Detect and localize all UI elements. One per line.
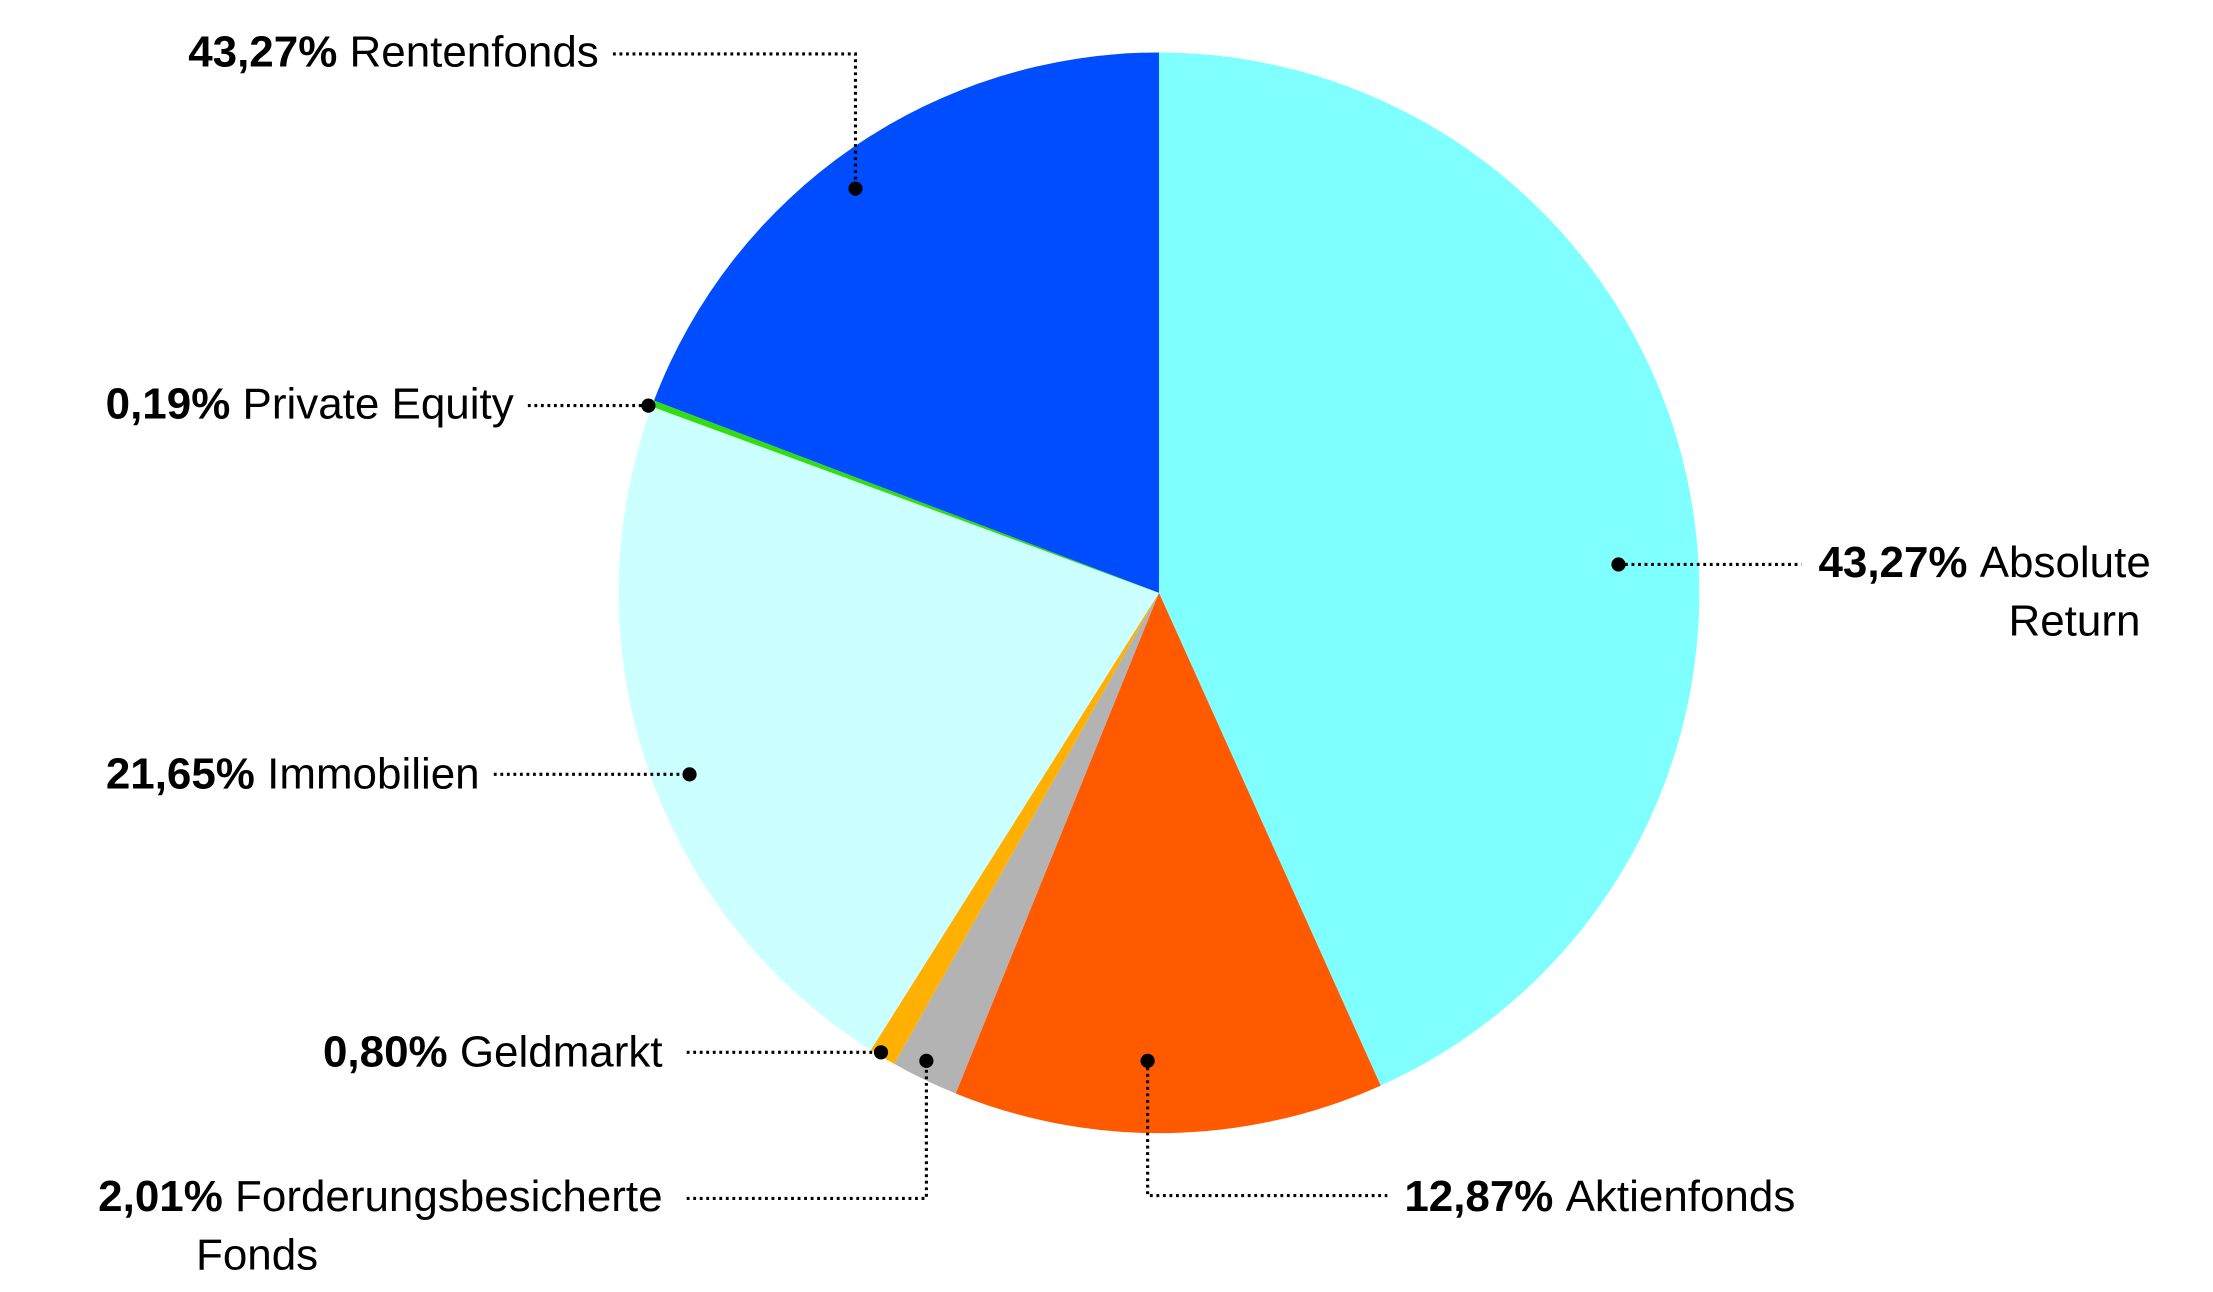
slice-geldmarkt	[870, 592, 1159, 1064]
leader-dot	[873, 1045, 889, 1060]
slice-immobilien	[618, 406, 1159, 1050]
pie-slices	[618, 52, 1700, 1134]
slice-absolute-return	[1158, 52, 1700, 1086]
label-absolute-return: 43,27% Absolute	[1818, 538, 2150, 587]
leader-rentenfonds	[612, 52, 858, 189]
label-aktienfonds: 12,87% Aktienfonds	[1404, 1172, 1795, 1221]
label-private-equity: 0,19% Private Equity	[106, 379, 514, 428]
leader-dot	[1140, 1053, 1155, 1068]
label-geldmarkt: 0,80% Geldmarkt	[323, 1028, 663, 1077]
slice-aktienfonds	[955, 592, 1381, 1134]
leader-dot	[919, 1053, 934, 1068]
leader-dot	[1611, 557, 1626, 572]
label-forderungsbesicherte-line2: Fonds	[196, 1230, 318, 1279]
leader-dot	[641, 398, 656, 413]
leader-forderungsbesicherte	[686, 1060, 928, 1200]
slice-rentenfonds	[653, 52, 1159, 593]
leader-aktienfonds	[1146, 1060, 1388, 1198]
label-absolute-return-line2: Return	[2008, 596, 2140, 645]
label-rentenfonds: 43,27% Rentenfonds	[188, 28, 599, 77]
slice-private-equity	[651, 400, 1159, 593]
label-immobilien: 21,65% Immobilien	[106, 750, 480, 799]
leader-dot	[682, 767, 697, 782]
label-forderungsbesicherte: 2,01% Forderungsbesicherte	[98, 1172, 662, 1221]
leader-dot	[848, 181, 863, 196]
slice-forderungsbesicherte-fonds	[894, 592, 1159, 1094]
